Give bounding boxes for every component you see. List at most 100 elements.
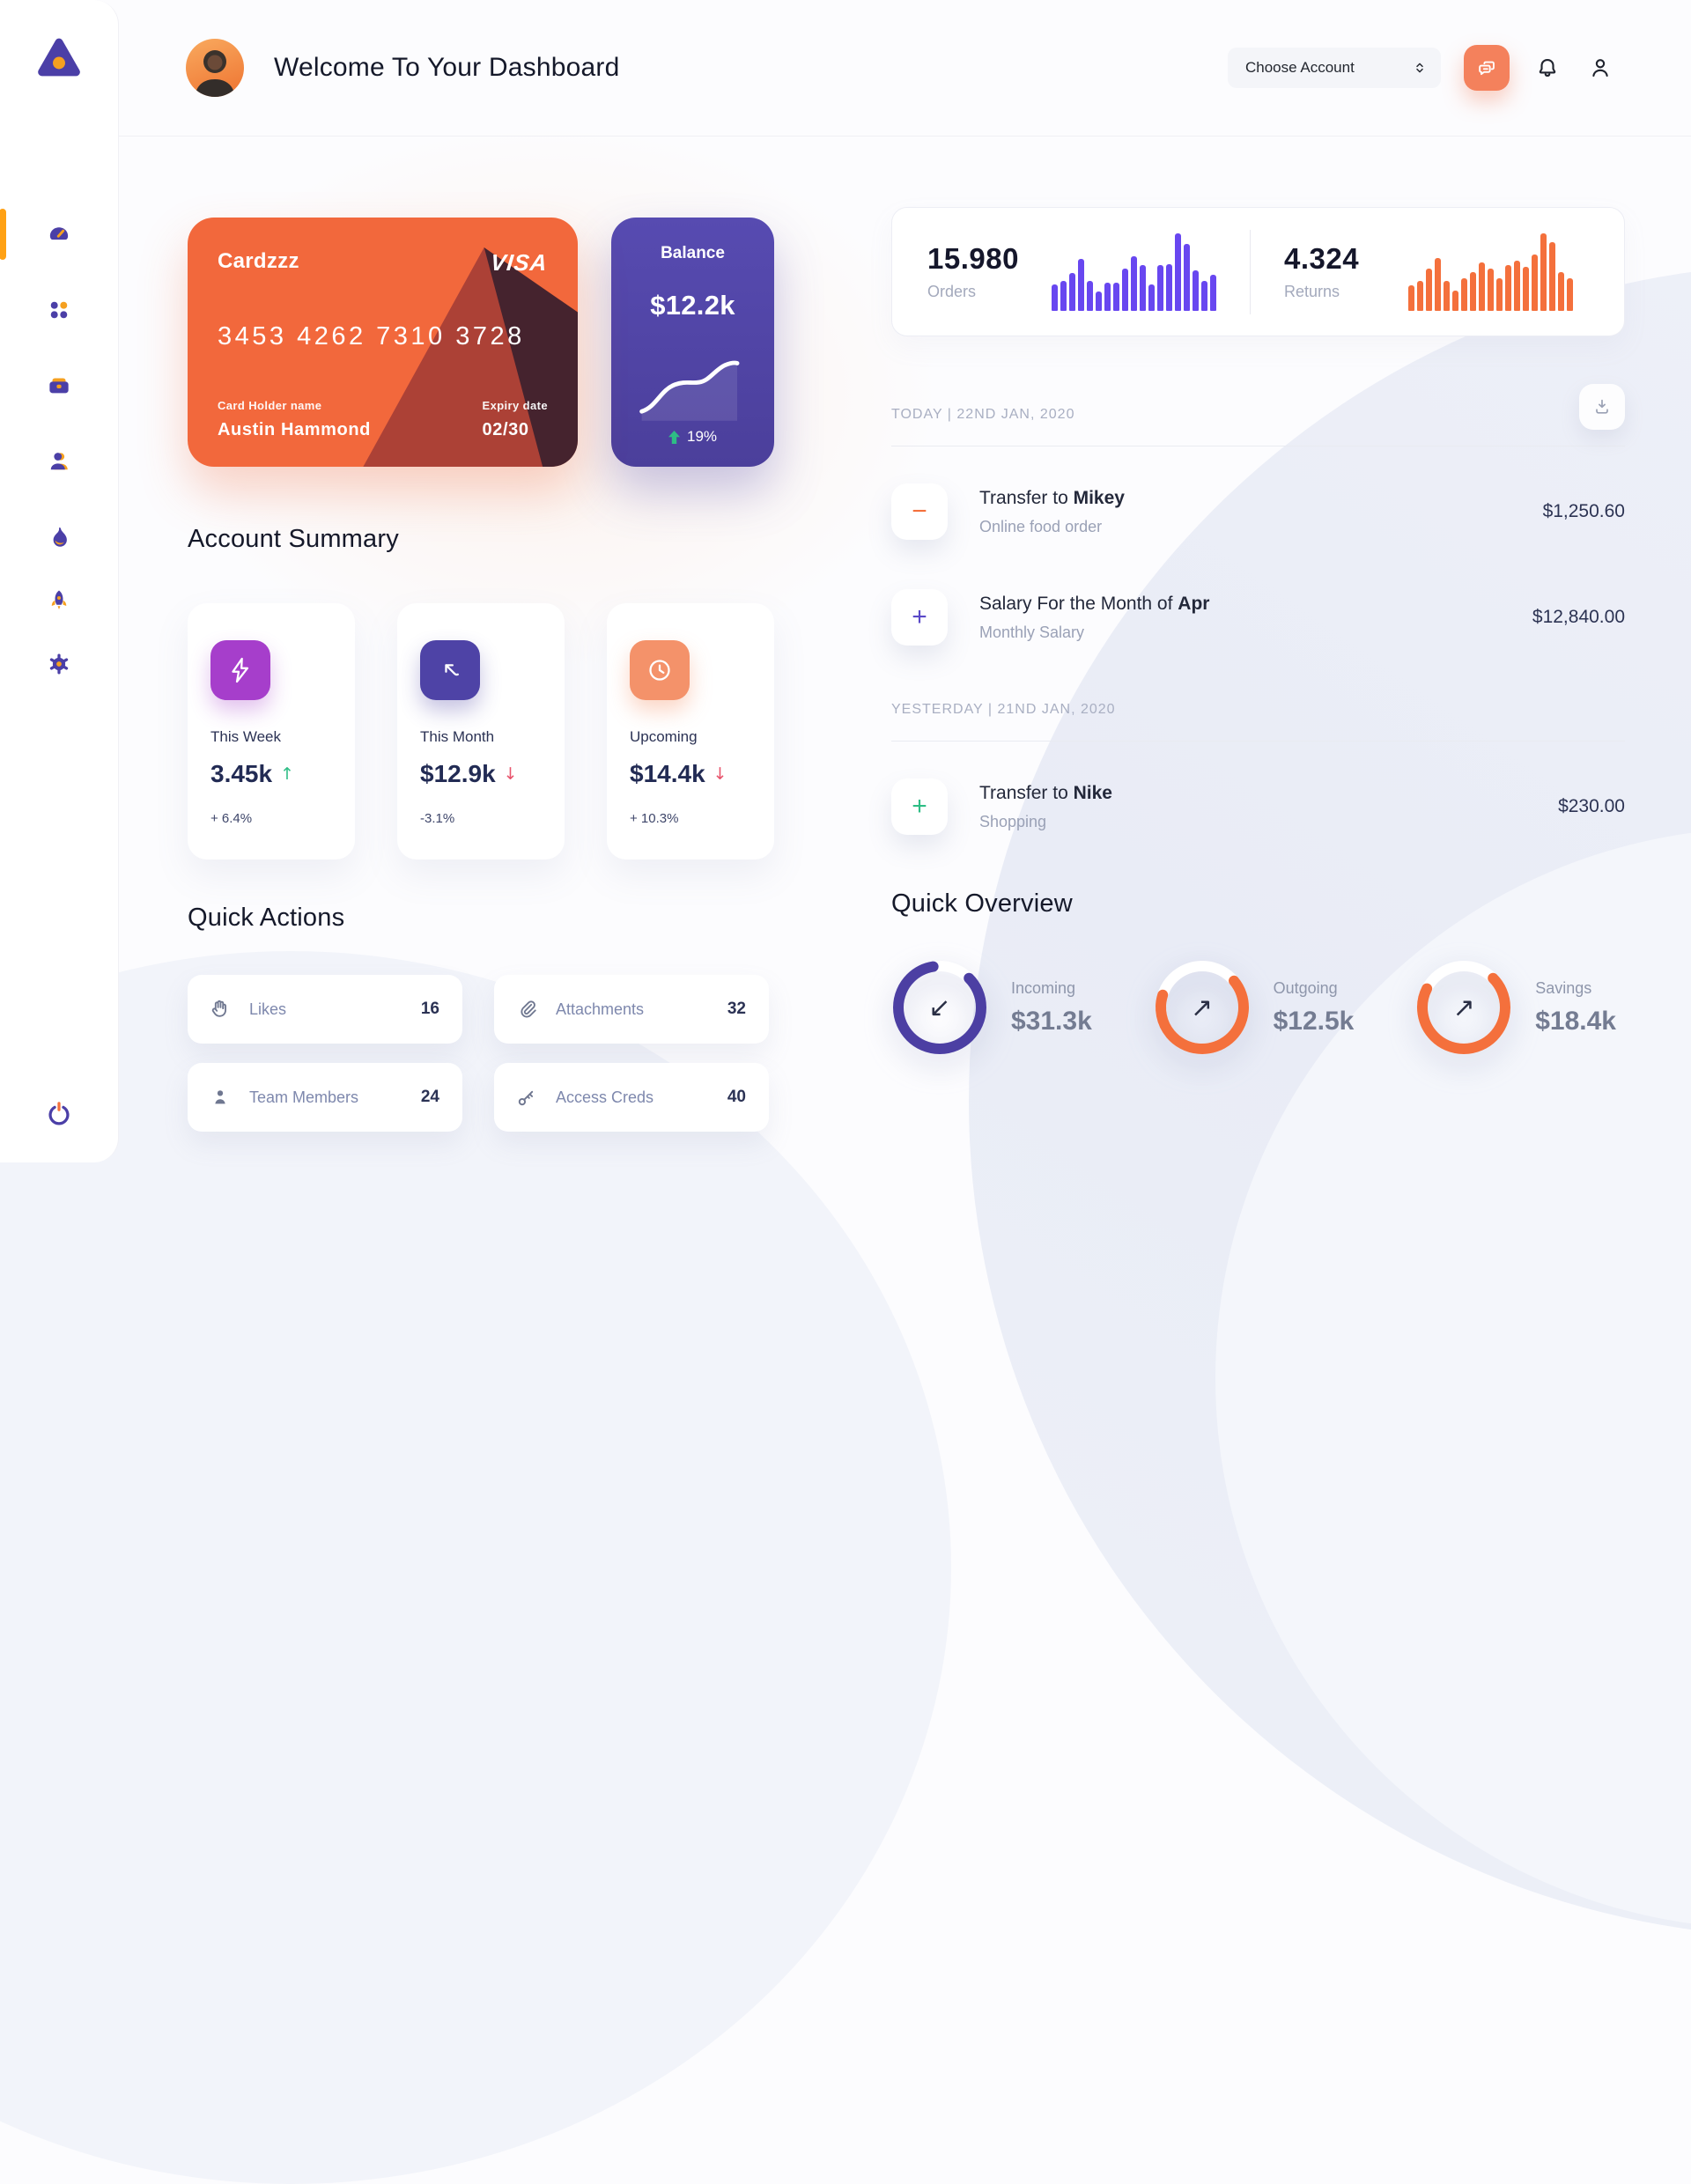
quick-action-label: Attachments <box>556 1000 645 1018</box>
notifications-button[interactable] <box>1532 53 1562 83</box>
card-name: Cardzzz <box>218 249 299 273</box>
transaction-row[interactable]: + Salary For the Month of Apr Monthly Sa… <box>891 589 1625 646</box>
download-statement-button[interactable] <box>1579 384 1625 430</box>
arrow-up-right-icon: ↗ <box>1452 992 1475 1023</box>
balance-title: Balance <box>661 244 725 262</box>
summary-delta: -3.1% <box>420 811 455 826</box>
orders-value: 15.980 <box>927 242 1019 275</box>
left-column: Cardzzz VISA 3453 4262 7310 3728 Card Ho… <box>188 218 774 1132</box>
quick-action-team-members[interactable]: Team Members 24 <box>188 1063 462 1132</box>
quick-action-likes[interactable]: Likes 16 <box>188 975 462 1044</box>
yesterday-date-label: YESTERDAY | 21ND JAN, 2020 <box>891 702 1116 717</box>
header: Welcome To Your Dashboard Choose Account <box>119 0 1691 136</box>
arrow-up-right-icon: ↗ <box>1191 992 1214 1023</box>
summary-delta: + 10.3% <box>630 811 679 826</box>
avatar-photo <box>195 50 235 97</box>
transaction-title: Salary For the Month of Apr <box>979 593 1210 614</box>
overview-savings: ↗ Savings $18.4k <box>1415 959 1616 1056</box>
overview-value: $12.5k <box>1273 1006 1355 1036</box>
orders-stat: 15.980 Orders <box>927 232 1232 311</box>
card-expiry-label: Expiry date <box>482 399 548 412</box>
summary-label: Upcoming <box>630 728 698 745</box>
triangle-logo-icon <box>38 38 80 77</box>
grid-icon <box>50 301 68 319</box>
trend-up-icon: ↑ <box>280 764 294 784</box>
transaction-subtitle: Online food order <box>979 517 1103 535</box>
overview-label: Savings <box>1535 978 1592 997</box>
returns-value: 4.324 <box>1284 242 1360 275</box>
sidebar-item-launch[interactable] <box>45 587 73 615</box>
orders-returns-card: 15.980 Orders 4.324 Returns <box>891 207 1625 336</box>
divider <box>891 741 1625 742</box>
divider <box>1250 229 1251 314</box>
balance-line-chart <box>639 360 740 421</box>
key-icon <box>518 1090 534 1106</box>
balance-change: 19% <box>627 428 758 446</box>
sidebar-item-apps[interactable] <box>45 296 73 324</box>
page-title: Welcome To Your Dashboard <box>274 53 620 82</box>
quick-actions-title: Quick Actions <box>188 904 345 932</box>
sidebar-item-trending[interactable] <box>45 523 73 551</box>
transaction-row[interactable]: + Transfer to Nike Shopping $230.00 <box>891 778 1625 835</box>
quick-action-count: 40 <box>727 1088 746 1106</box>
choose-account-label: Choose Account <box>1245 59 1355 76</box>
profile-button[interactable] <box>1585 53 1615 83</box>
returns-stat: 4.324 Returns <box>1284 232 1589 311</box>
quick-action-access-creds[interactable]: Access Creds 40 <box>494 1063 769 1132</box>
quick-action-count: 32 <box>727 1000 746 1018</box>
savings-ring: ↗ <box>1415 959 1512 1056</box>
user-icon <box>50 453 68 470</box>
logout-power-button[interactable] <box>44 1099 74 1129</box>
summary-value: $14.4k <box>630 760 705 787</box>
app-logo[interactable] <box>28 28 90 90</box>
card-holder-label: Card Holder name <box>218 399 322 412</box>
quick-action-attachments[interactable]: Attachments 32 <box>494 975 769 1044</box>
transaction-amount: $1,250.60 <box>1542 501 1625 521</box>
transaction-subtitle: Shopping <box>979 812 1047 830</box>
quick-action-label: Likes <box>249 1000 287 1018</box>
member-icon <box>215 1090 225 1104</box>
account-summary-title: Account Summary <box>188 525 399 553</box>
summary-value: 3.45k <box>210 760 273 787</box>
speedometer-icon <box>49 227 69 240</box>
transaction-title: Transfer to Nike <box>979 782 1112 803</box>
messages-button[interactable] <box>1464 45 1510 91</box>
right-column: 15.980 Orders 4.324 Returns TODAY | 22ND… <box>891 207 1625 1056</box>
overview-incoming: ↙ Incoming $31.3k <box>891 959 1092 1056</box>
choose-account-select[interactable]: Choose Account <box>1228 48 1441 88</box>
summary-card-upcoming: Upcoming $14.4k ↓ + 10.3% <box>607 603 774 860</box>
quick-overview-title: Quick Overview <box>891 889 1073 918</box>
card-number: 3453 4262 7310 3728 <box>218 322 525 350</box>
summary-delta: + 6.4% <box>210 811 253 826</box>
sidebar-item-portfolio[interactable] <box>45 372 73 400</box>
sidebar-item-contacts[interactable] <box>45 447 73 476</box>
chat-bubbles-icon <box>1478 61 1495 75</box>
balance-change-value: 19% <box>686 428 718 445</box>
summary-value: $12.9k <box>420 760 496 787</box>
quick-actions-grid: Likes 16 Attachments 32 Team Members <box>188 975 774 1132</box>
overview-value: $18.4k <box>1535 1006 1616 1036</box>
summary-card-this-week: This Week 3.45k ↑ + 6.4% <box>188 603 355 860</box>
transaction-subtitle: Monthly Salary <box>979 623 1085 641</box>
quick-overview-row: ↙ Incoming $31.3k ↗ <box>891 959 1625 1056</box>
arrow-down-left-icon: ↙ <box>928 992 951 1023</box>
main-area: Welcome To Your Dashboard Choose Account <box>119 0 1691 1162</box>
quick-action-count: 24 <box>420 1088 439 1106</box>
waving-hand-icon <box>211 1000 226 1017</box>
overview-value: $31.3k <box>1011 1006 1092 1036</box>
person-icon <box>1592 59 1608 77</box>
overview-label: Incoming <box>1011 978 1076 997</box>
rocket-icon <box>51 590 67 609</box>
summary-cards: This Week 3.45k ↑ + 6.4% This Month $12.… <box>188 603 774 860</box>
transaction-row[interactable]: − Transfer to Mikey Online food order $1… <box>891 483 1625 540</box>
sidebar-item-dashboard[interactable] <box>0 209 73 260</box>
user-avatar[interactable] <box>186 39 244 97</box>
power-icon <box>48 1102 70 1125</box>
cards-row: Cardzzz VISA 3453 4262 7310 3728 Card Ho… <box>188 218 774 467</box>
orders-label: Orders <box>927 283 977 300</box>
sidebar-item-settings[interactable] <box>45 650 73 678</box>
card-expiry: 02/30 <box>482 420 529 439</box>
content: Cardzzz VISA 3453 4262 7310 3728 Card Ho… <box>119 136 1691 1162</box>
incoming-ring: ↙ <box>891 959 988 1056</box>
gear-icon <box>49 653 69 675</box>
